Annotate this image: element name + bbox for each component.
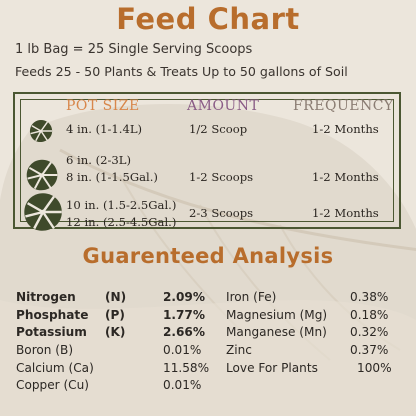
analysis-value: 0.32% bbox=[350, 325, 389, 339]
analysis-value: 0.01% bbox=[163, 378, 202, 392]
analysis-name: Manganese (Mn) bbox=[226, 325, 327, 339]
bag-info-text: 1 lb Bag = 25 Single Serving Scoops bbox=[15, 42, 253, 57]
header-pot-size: POT SIZE bbox=[66, 98, 140, 114]
analysis-symbol: (K) bbox=[105, 325, 126, 339]
row2-pot-size-1: 6 in. (2-3L) bbox=[66, 153, 132, 167]
monstera-leaf-icon bbox=[26, 159, 58, 191]
analysis-name: Calcium (Ca) bbox=[16, 361, 94, 375]
analysis-value: 2.66% bbox=[163, 325, 205, 339]
analysis-value: 1.77% bbox=[163, 308, 205, 322]
row3-amount: 2-3 Scoops bbox=[189, 206, 254, 220]
analysis-name: Potassium bbox=[16, 325, 87, 339]
header-amount: AMOUNT bbox=[187, 98, 260, 114]
row2-pot-size-2: 8 in. (1-1.5Gal.) bbox=[66, 170, 158, 184]
row1-amount: 1/2 Scoop bbox=[189, 122, 248, 136]
analysis-name: Magnesium (Mg) bbox=[226, 308, 328, 322]
analysis-name: Love For Plants bbox=[226, 361, 318, 375]
analysis-symbol: (P) bbox=[105, 308, 125, 322]
feed-info-text: Feeds 25 - 50 Plants & Treats Up to 50 g… bbox=[15, 64, 348, 79]
analysis-name: Boron (B) bbox=[16, 343, 74, 357]
analysis-name: Copper (Cu) bbox=[16, 378, 89, 392]
row2-frequency: 1-2 Months bbox=[312, 170, 379, 184]
row3-frequency: 1-2 Months bbox=[312, 206, 379, 220]
analysis-value: 2.09% bbox=[163, 290, 205, 304]
monstera-leaf-icon bbox=[24, 193, 62, 231]
analysis-value: 0.18% bbox=[350, 308, 389, 322]
analysis-value: 11.58% bbox=[163, 361, 210, 375]
analysis-value: 0.37% bbox=[350, 343, 389, 357]
analysis-symbol: (N) bbox=[105, 290, 127, 304]
feed-table-frame bbox=[13, 92, 401, 229]
monstera-leaf-icon bbox=[29, 119, 53, 143]
analysis-title: Guarenteed Analysis bbox=[82, 244, 334, 268]
analysis-name: Phosphate bbox=[16, 308, 89, 322]
analysis-value: 100% bbox=[357, 361, 392, 375]
row2-amount: 1-2 Scoops bbox=[189, 170, 254, 184]
header-frequency: FREQUENCY bbox=[293, 98, 394, 114]
analysis-name: Zinc bbox=[226, 343, 252, 357]
row3-pot-size-1: 10 in. (1.5-2.5Gal.) bbox=[66, 198, 177, 212]
analysis-name: Nitrogen bbox=[16, 290, 76, 304]
analysis-value: 0.38% bbox=[350, 290, 389, 304]
row3-pot-size-2: 12 in. (2.5-4.5Gal.) bbox=[66, 215, 177, 229]
page-title: Feed Chart bbox=[116, 2, 300, 36]
analysis-name: Iron (Fe) bbox=[226, 290, 277, 304]
analysis-value: 0.01% bbox=[163, 343, 202, 357]
row1-pot-size: 4 in. (1-1.4L) bbox=[66, 122, 143, 136]
row1-frequency: 1-2 Months bbox=[312, 122, 379, 136]
